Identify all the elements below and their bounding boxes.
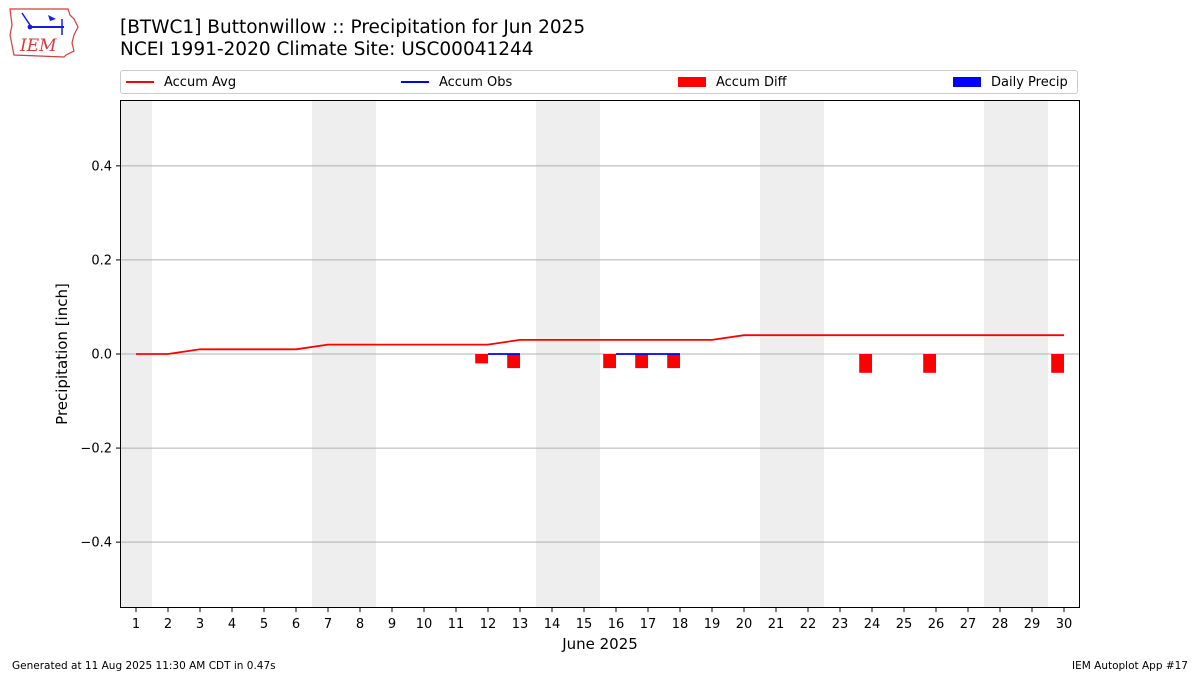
chart-title: [BTWC1] Buttonwillow :: Precipitation fo…	[120, 17, 586, 38]
bar-accum-diff-3	[635, 354, 648, 369]
x-tick-label-15: 16	[608, 617, 625, 632]
weekend-shade-1	[312, 100, 376, 608]
x-tick-label-21: 22	[800, 617, 817, 632]
plot-frame	[120, 100, 1080, 608]
x-tick-label-22: 23	[832, 617, 849, 632]
x-tick-label-5: 6	[292, 617, 300, 632]
x-tick-label-13: 14	[544, 617, 561, 632]
x-tick-label-29: 30	[1056, 617, 1073, 632]
legend-swatch-accum-diff	[678, 77, 706, 87]
x-tick-label-17: 18	[672, 617, 689, 632]
weekend-shade-3	[760, 100, 824, 608]
bar-accum-diff-2	[603, 354, 616, 369]
footer-app: IEM Autoplot App #17	[1072, 660, 1188, 672]
legend-label-accum-avg: Accum Avg	[164, 74, 237, 90]
bar-accum-diff-1	[507, 354, 520, 369]
x-tick-label-23: 24	[864, 617, 881, 632]
x-tick-label-26: 27	[960, 617, 977, 632]
x-tick-label-16: 17	[640, 617, 657, 632]
y-tick-label-2: 0.0	[91, 348, 112, 363]
weekend-shade-0	[120, 100, 152, 608]
x-tick-label-0: 1	[132, 617, 140, 632]
footer-generated: Generated at 11 Aug 2025 11:30 AM CDT in…	[12, 660, 276, 672]
x-tick-label-28: 29	[1024, 617, 1041, 632]
x-tick-label-4: 5	[260, 617, 268, 632]
logo-text: IEM	[19, 36, 57, 56]
x-axis-label: June 2025	[561, 635, 638, 653]
legend-swatch-accum-obs	[401, 81, 429, 83]
legend-swatch-daily-precip	[953, 77, 981, 87]
legend-label-accum-diff: Accum Diff	[716, 74, 787, 90]
weekend-shade-4	[984, 100, 1048, 608]
y-tick-label-3: 0.2	[91, 253, 112, 268]
y-tick-label-1: −0.2	[80, 442, 112, 457]
line-accum-avg	[136, 334, 1064, 355]
legend-item-accum-diff: Accum Diff	[678, 71, 787, 93]
x-tick-label-7: 8	[356, 617, 364, 632]
bar-accum-diff-4	[667, 354, 680, 369]
x-tick-label-6: 7	[324, 617, 332, 632]
y-axis-label: Precipitation [inch]	[53, 283, 71, 425]
legend-item-accum-obs: Accum Obs	[401, 71, 512, 93]
x-tick-label-2: 3	[196, 617, 204, 632]
x-tick-label-9: 10	[416, 617, 433, 632]
y-tick-label-0: −0.4	[80, 536, 112, 551]
bar-accum-diff-5	[859, 354, 872, 373]
x-tick-label-24: 25	[896, 617, 913, 632]
x-tick-label-14: 15	[576, 617, 593, 632]
legend-item-daily-precip: Daily Precip	[953, 71, 1068, 93]
legend-label-accum-obs: Accum Obs	[439, 74, 513, 90]
bar-accum-diff-0	[475, 354, 488, 364]
x-tick-label-1: 2	[164, 617, 172, 632]
legend: Accum Avg Accum Obs Accum Diff Daily Pre…	[120, 70, 1078, 94]
x-tick-label-3: 4	[228, 617, 236, 632]
x-tick-label-8: 9	[388, 617, 396, 632]
x-tick-label-18: 19	[704, 617, 721, 632]
legend-item-accum-avg: Accum Avg	[126, 71, 236, 93]
chart-subtitle: NCEI 1991-2020 Climate Site: USC00041244	[120, 39, 534, 60]
x-tick-label-20: 21	[768, 617, 785, 632]
x-tick-label-11: 12	[480, 617, 497, 632]
x-tick-label-12: 13	[512, 617, 529, 632]
legend-swatch-accum-avg	[126, 81, 154, 83]
bar-accum-diff-7	[1051, 354, 1064, 373]
bar-accum-diff-6	[923, 354, 936, 373]
x-tick-label-27: 28	[992, 617, 1009, 632]
iem-logo: IEM	[9, 8, 79, 58]
x-tick-label-19: 20	[736, 617, 753, 632]
weekend-shade-2	[536, 100, 600, 608]
legend-label-daily-precip: Daily Precip	[991, 74, 1068, 90]
x-tick-label-10: 11	[448, 617, 465, 632]
x-tick-label-25: 26	[928, 617, 945, 632]
y-tick-label-4: 0.4	[91, 159, 112, 174]
